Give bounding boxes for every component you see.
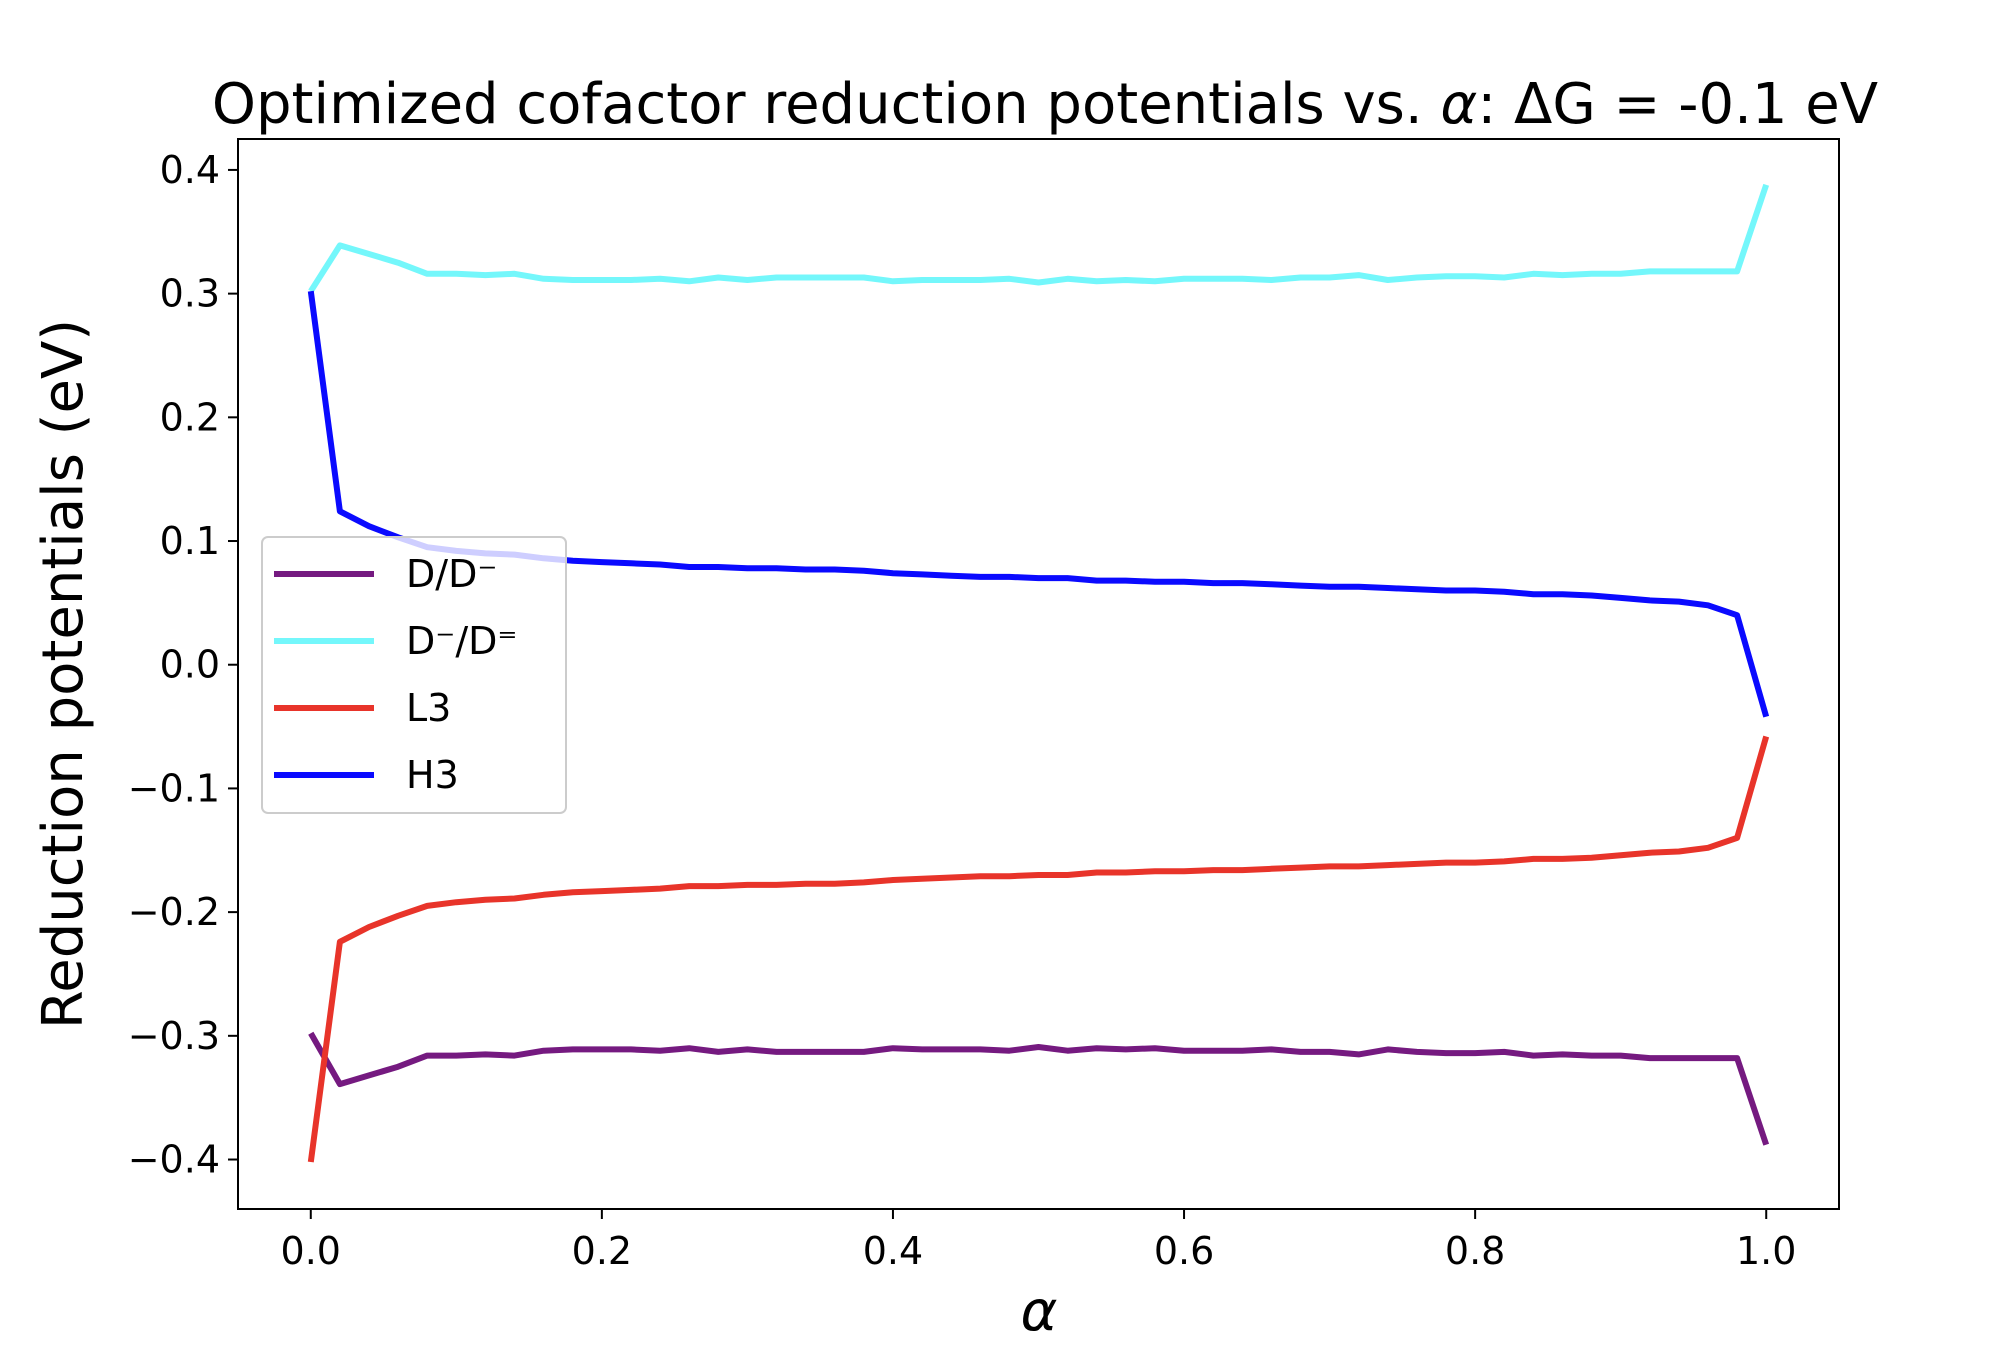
title-alpha-symbol: α (1440, 72, 1477, 137)
y-axis-ticks: 0.4 0.3 0.2 0.1 0.0 −0.1 −0.2 −0.3 −0.4 (128, 148, 238, 1182)
y-axis-label: Reduction potentials (eV) (31, 319, 96, 1029)
x-tick-label: 0.0 (281, 1229, 341, 1273)
x-axis-ticks: 0.0 0.2 0.4 0.6 0.8 1.0 (281, 1209, 1796, 1273)
legend-box (261, 536, 567, 814)
x-tick-label: 0.4 (863, 1229, 923, 1273)
y-tick-label: −0.1 (128, 766, 220, 810)
x-axis-label: α (1021, 1279, 1058, 1344)
x-tick-label: 1.0 (1736, 1229, 1796, 1273)
y-tick-label: −0.2 (128, 890, 220, 934)
y-tick-label: −0.3 (128, 1014, 220, 1058)
y-tick-label: 0.4 (160, 148, 220, 192)
series-line-2 (308, 183, 1770, 293)
y-tick-label: 0.2 (160, 395, 220, 439)
x-tick-label: 0.8 (1445, 1229, 1505, 1273)
x-tick-label: 0.2 (572, 1229, 632, 1273)
plot-frame (237, 138, 1840, 1210)
chart-title: Optimized cofactor reduction potentials … (212, 72, 1878, 137)
legend-label: D/D⁻ (406, 552, 497, 596)
y-tick-label: 0.1 (160, 519, 220, 563)
y-tick-label: −0.4 (128, 1138, 220, 1182)
legend-label: D⁻/D⁼ (406, 619, 517, 663)
series-line-3 (307, 735, 1770, 1163)
y-tick-label: 0.3 (160, 272, 220, 316)
series-line-1 (308, 1031, 1770, 1146)
x-tick-label: 0.6 (1154, 1229, 1214, 1273)
legend-label: L3 (406, 686, 451, 730)
legend: D/D⁻ D⁻/D⁼ L3 H3 (261, 536, 567, 814)
y-tick-label: 0.0 (160, 643, 220, 687)
legend-label: H3 (406, 753, 459, 797)
